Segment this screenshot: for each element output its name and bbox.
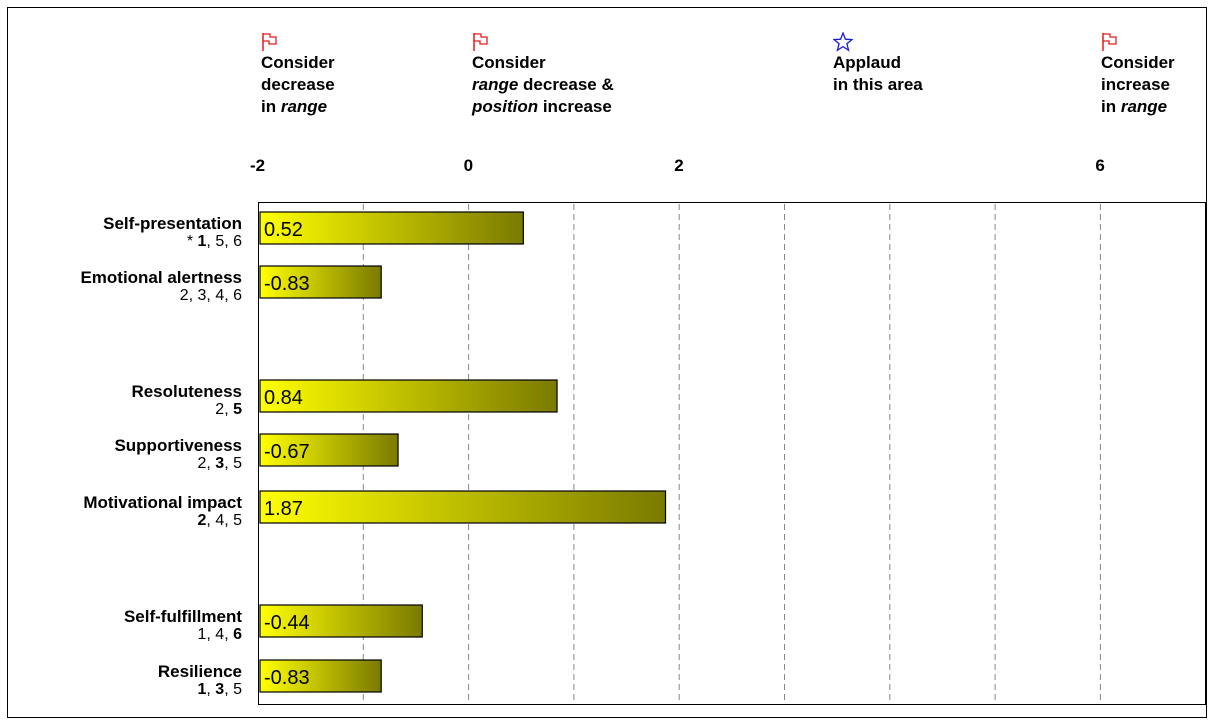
x-tick-label: 0 (463, 156, 474, 175)
bar-value-label: -0.83 (264, 667, 310, 689)
header-text-line: Consider (261, 53, 335, 72)
bar (259, 211, 524, 245)
bar-value-label: 0.52 (264, 219, 303, 241)
category-name: Resoluteness (131, 382, 242, 401)
category-name: Resilience (157, 662, 242, 681)
header-text-line: Consider (1101, 53, 1175, 72)
x-tick-label: -2 (250, 156, 266, 175)
category-label: Motivational impact 2, 4, 5 (0, 493, 242, 529)
bar-value-label: 0.84 (264, 387, 303, 409)
category-label: Emotional alertness 2, 3, 4, 6 (0, 268, 242, 304)
header-text-line: Consider (472, 53, 546, 72)
category-name: Self-fulfillment (123, 607, 242, 626)
star-icon (832, 31, 923, 54)
bar-value-label: -0.44 (264, 612, 310, 634)
header-block: Consider range decrease & position increas… (472, 32, 614, 118)
category-label: Supportiveness 2, 3, 5 (0, 436, 242, 472)
header-text-line: Applaud (833, 53, 901, 72)
category-name: Supportiveness (114, 436, 242, 455)
category-label: Resoluteness 2, 5 (0, 382, 242, 418)
category-name: Motivational impact (83, 493, 242, 512)
bar (259, 490, 667, 524)
bar (259, 604, 423, 638)
bar (259, 659, 382, 693)
x-tick-label: 6 (1095, 156, 1105, 175)
category-label: Self-presentation * 1, 5, 6 (0, 214, 242, 250)
bar (259, 433, 399, 467)
category-sub: 1, 3, 5 (197, 681, 243, 698)
flag-icon (1101, 32, 1175, 54)
category-name: Emotional alertness (80, 268, 242, 287)
header-text-line: range decrease & (472, 75, 614, 94)
bar-value-label: 1.87 (264, 498, 303, 520)
flag-icon (472, 32, 614, 54)
category-sub: 2, 5 (215, 401, 242, 418)
bar (259, 265, 382, 299)
category-sub: * 1, 5, 6 (186, 233, 242, 250)
category-sub: 2, 3, 4, 6 (179, 287, 242, 304)
header-text-line: increase (1101, 75, 1170, 94)
category-sub: 1, 4, 6 (197, 626, 242, 643)
category-label: Self-fulfillment 1, 4, 6 (0, 607, 242, 643)
plot-area (258, 202, 1206, 705)
flag-icon (261, 32, 335, 54)
x-tick-label: 2 (674, 156, 684, 175)
header-block: Applaud in this area (832, 31, 923, 96)
category-sub: 2, 4, 5 (197, 512, 242, 529)
header-text-line: in range (261, 97, 328, 116)
chart-frame (7, 7, 1207, 718)
header-text-line: position increase (472, 97, 612, 116)
header-block: Consider increase in range (1101, 32, 1175, 118)
header-block: Consider decrease in range (261, 32, 335, 118)
bar (259, 379, 558, 413)
bar-value-label: -0.67 (264, 441, 310, 463)
header-text-line: in range (1101, 97, 1168, 116)
category-label: Resilience 1, 3, 5 (0, 662, 242, 698)
category-name: Self-presentation (103, 214, 242, 233)
header-text-line: in this area (833, 75, 923, 94)
category-sub: 2, 3, 5 (197, 455, 243, 472)
header-text-line: decrease (261, 75, 335, 94)
bar-value-label: -0.83 (264, 273, 310, 295)
